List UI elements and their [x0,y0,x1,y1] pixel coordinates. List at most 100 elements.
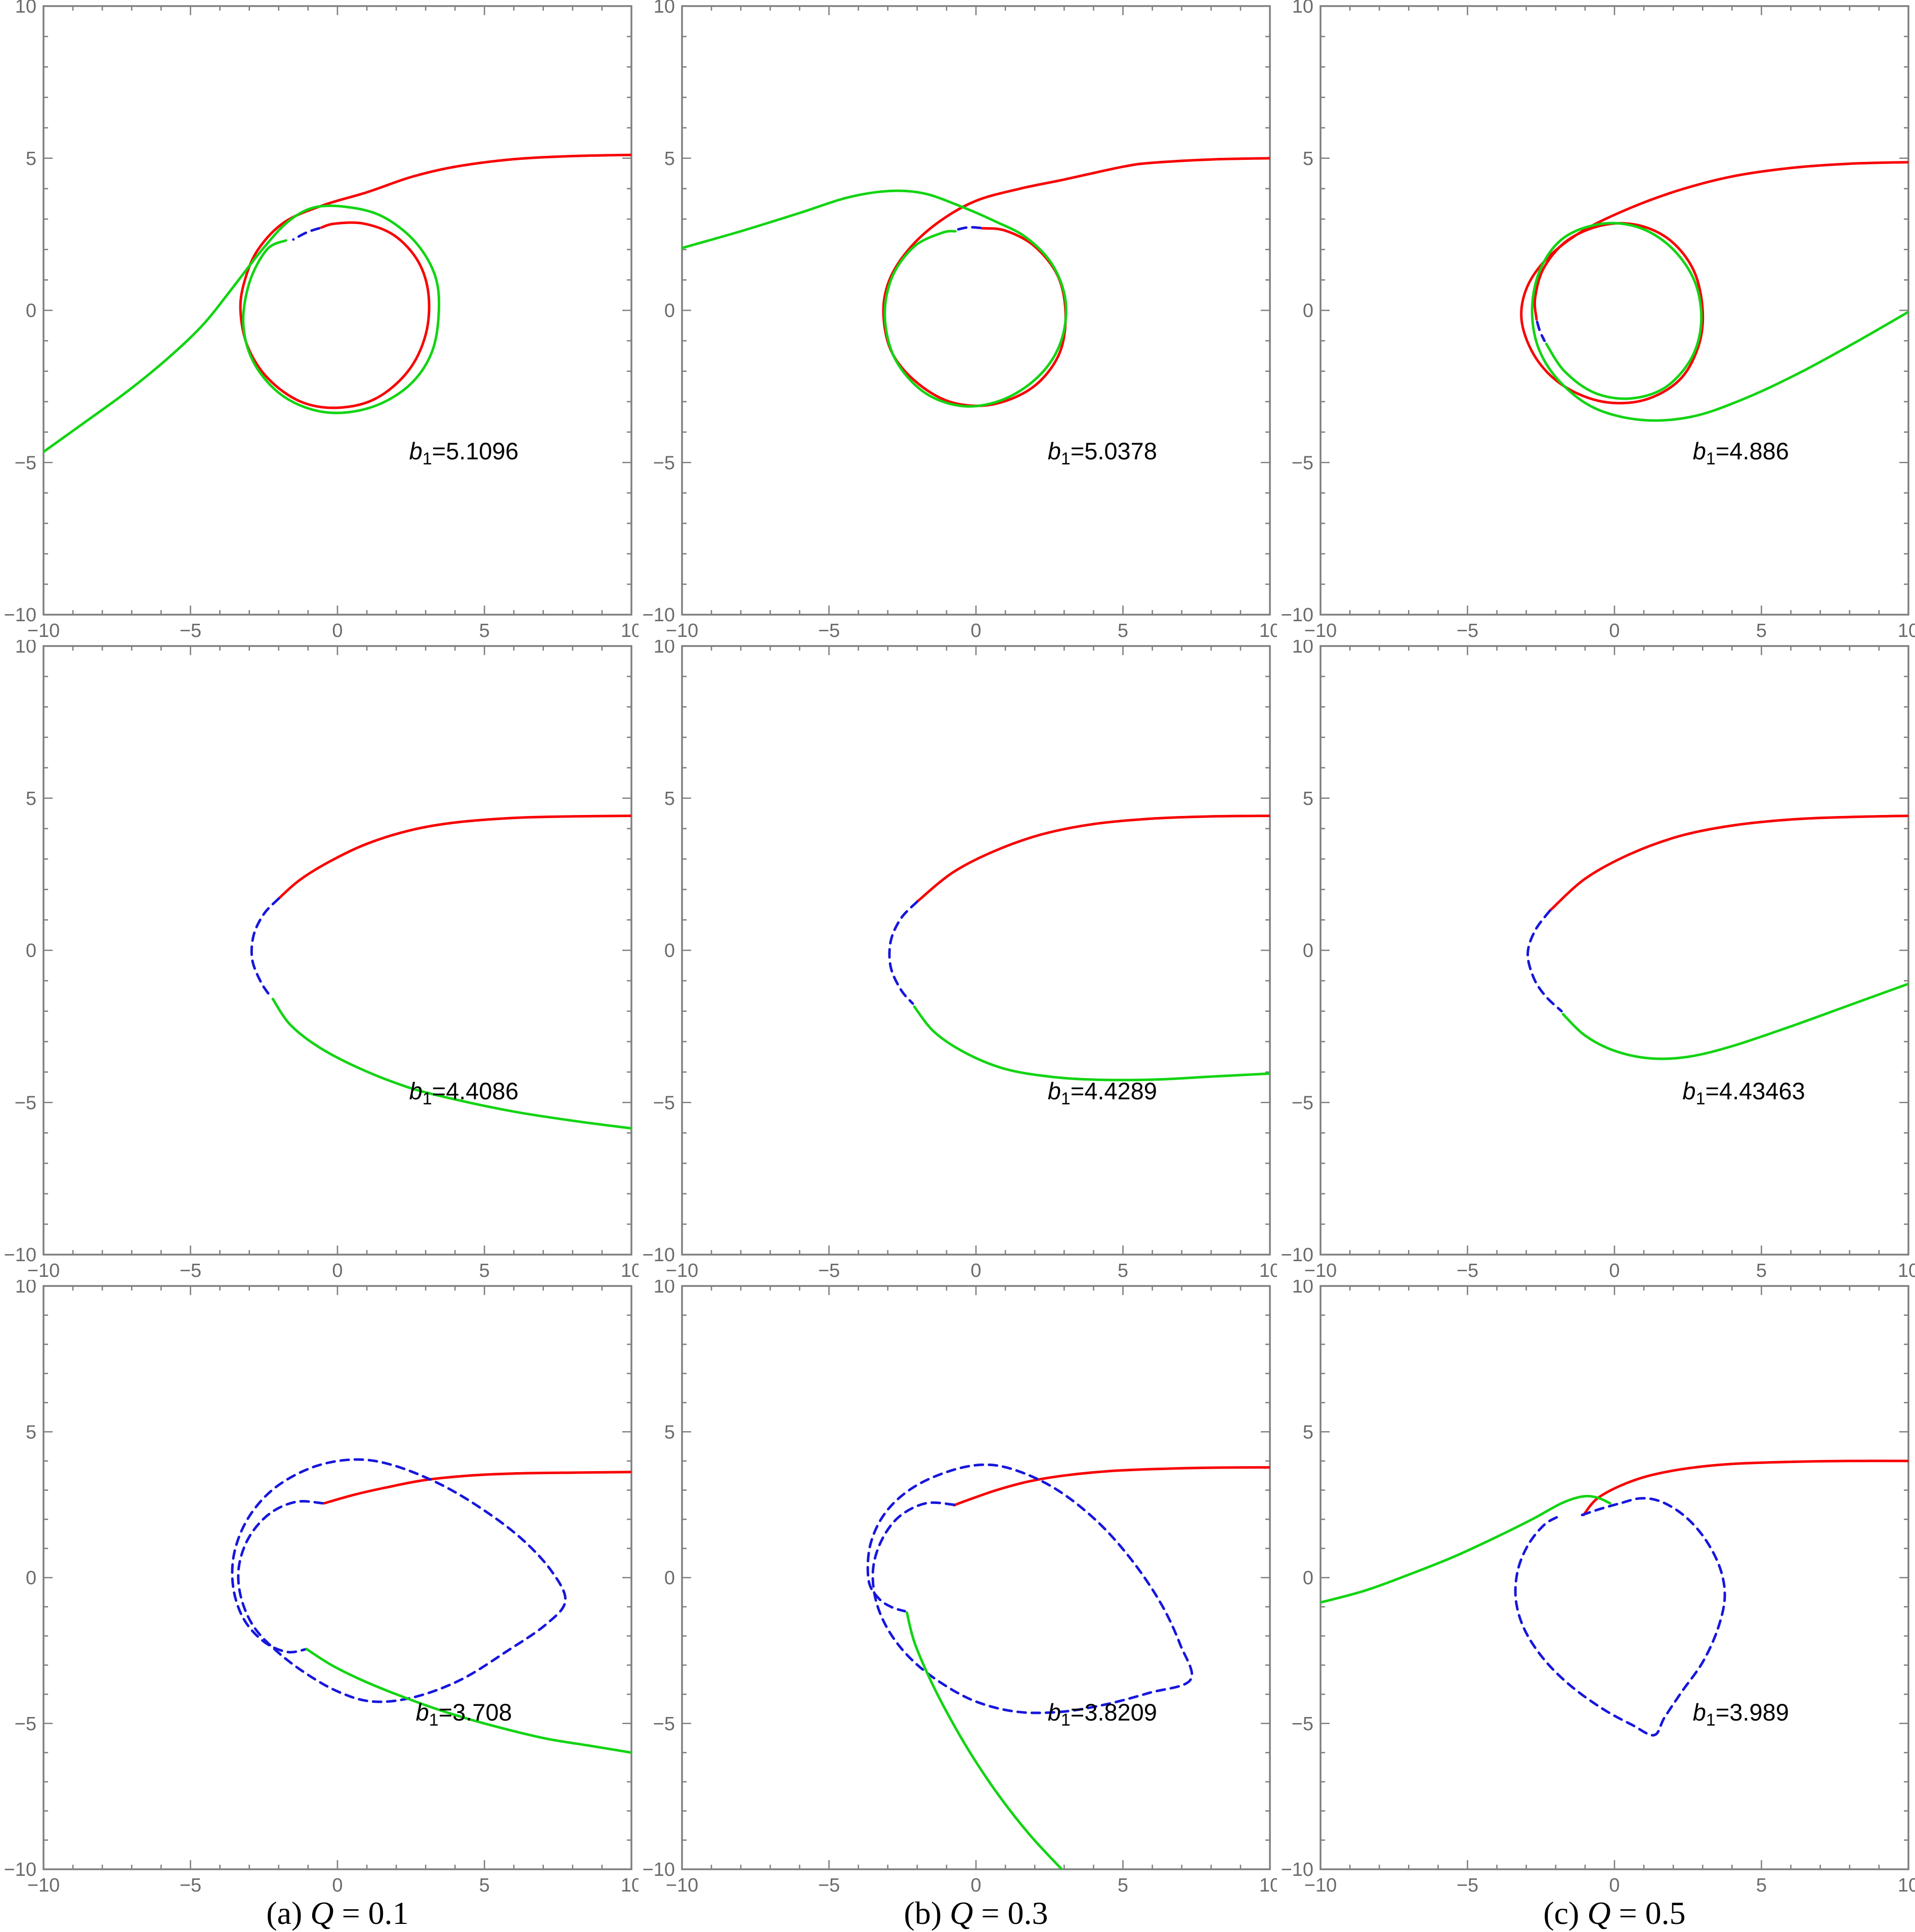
b1-value: =4.4289 [1071,1078,1157,1104]
x-tick-label: 10 [1259,620,1277,640]
panel-caption: (b) Q = 0.3 [904,1895,1048,1931]
x-tick-label: −5 [818,1260,840,1280]
x-tick-label: 0 [970,1875,981,1896]
b1-label: b1=4.43463 [1682,1078,1805,1108]
x-tick-label: 10 [1898,1260,1915,1280]
photon-red [882,157,1270,407]
plot-frame [42,645,632,1256]
b1-label: b1=3.708 [416,1699,512,1730]
x-tick-label: 0 [970,1260,981,1280]
x-tick-label: 10 [621,620,639,640]
b1-label: b1=4.886 [1693,438,1789,468]
caption-variable: Q [950,1895,973,1931]
x-tick-label: 0 [1609,1260,1620,1280]
x-tick-label: 5 [1118,1260,1128,1280]
y-tick-label: −10 [4,605,36,626]
b1-subscript: 1 [1061,1710,1071,1730]
x-tick-label: 5 [1118,620,1128,640]
x-tick-label: 5 [479,1875,490,1896]
tick-marks [42,645,632,1256]
photon-red [277,814,631,900]
b1-label: b1=5.0378 [1048,438,1157,468]
photon-green [682,189,1068,408]
tick-marks [1320,5,1909,616]
photon-blue-dashed [888,900,919,1005]
y-tick-label: 0 [1303,300,1313,322]
b1-value: =5.1096 [432,438,519,464]
y-tick-label: −10 [643,605,675,626]
b1-subscript: 1 [1061,1089,1071,1108]
b1-subscript: 1 [422,1089,432,1108]
tick-labels: −10−10 −5 −5 0 0 5 5 10 10 [4,640,639,1280]
x-tick-label: 5 [1118,1875,1128,1896]
b1-symbol: b [416,1699,429,1726]
b1-label: b1=3.989 [1693,1699,1789,1730]
plot-frame [1320,5,1909,616]
x-tick-label: 0 [332,1260,343,1280]
caption-value: = 0.3 [973,1895,1048,1931]
y-tick-label: 10 [654,0,675,17]
y-tick-label: −5 [1292,452,1313,474]
y-tick-label: 0 [26,300,36,322]
b1-subscript: 1 [1706,1710,1716,1730]
y-tick-label: −5 [1292,1092,1313,1113]
caption-value: = 0.1 [334,1895,409,1931]
caption-index: (a) [266,1895,310,1931]
y-tick-label: −10 [643,1244,675,1266]
photon-green [305,1648,631,1754]
x-tick-label: 0 [970,620,981,640]
panel-q03-b5.0378: −10−10 −5 −5 0 0 5 5 10 10 b1=5.0378 [639,0,1277,640]
y-tick-label: 5 [26,148,36,169]
x-tick-label: −10 [666,1260,698,1280]
y-tick-label: 0 [664,300,675,322]
photon-red [1520,161,1908,405]
tick-labels: −10−10 −5 −5 0 0 5 5 10 10 [1281,640,1915,1280]
x-tick-label: −5 [818,1875,840,1896]
tick-labels: −10−10 −5 −5 0 0 5 5 10 10 [643,1280,1277,1896]
x-tick-label: −5 [818,620,840,640]
y-tick-label: −10 [4,1859,36,1880]
photon-blue-dashed [1514,1497,1726,1737]
x-tick-label: 0 [1609,620,1620,640]
photon-blue-dashed [866,1463,1194,1714]
b1-value: =4.886 [1716,438,1789,464]
y-tick-label: −10 [643,1859,675,1880]
y-tick-label: −10 [1281,1244,1313,1266]
b1-label: b1=4.4086 [409,1078,519,1108]
tick-marks [681,5,1271,616]
photon-red [1548,814,1908,912]
y-tick-label: 5 [1303,1422,1313,1443]
photon-green [1321,1494,1611,1604]
b1-value: =4.43463 [1705,1078,1805,1104]
caption-variable: Q [1587,1895,1610,1931]
b1-subscript: 1 [429,1710,439,1730]
y-tick-label: −10 [1281,605,1313,626]
y-tick-label: 10 [654,640,675,657]
y-tick-label: −5 [653,1713,675,1735]
photon-blue-dashed [956,226,982,231]
b1-symbol: b [1693,438,1706,464]
x-tick-label: −10 [27,1260,60,1280]
x-tick-label: −10 [1304,1260,1337,1280]
y-tick-label: −5 [15,1092,36,1113]
plot-frame [681,645,1271,1256]
x-tick-label: −10 [666,1875,698,1896]
y-tick-label: 0 [664,940,675,962]
x-tick-label: −10 [666,620,698,640]
panel-q03-b4.4289: −10−10 −5 −5 0 0 5 5 10 10 b1=4.4289 [639,640,1277,1280]
y-tick-label: 10 [1292,640,1313,657]
x-tick-label: 10 [1259,1260,1277,1280]
photon-blue-dashed [1526,909,1563,1013]
y-tick-label: −5 [1292,1713,1313,1735]
y-tick-label: 0 [1303,940,1313,962]
b1-symbol: b [1048,1699,1061,1726]
tick-marks [42,5,632,616]
x-tick-label: 5 [479,620,490,640]
plot-frame [42,5,632,616]
tick-marks [42,1285,632,1870]
photon-green [271,998,631,1130]
y-tick-label: −5 [15,1713,36,1735]
y-tick-label: 5 [664,788,675,809]
panel-q03-b3.8209: −10−10 −5 −5 0 0 5 5 10 10 b1=3.8209 (b) Q = 0.3 [639,1280,1277,1932]
